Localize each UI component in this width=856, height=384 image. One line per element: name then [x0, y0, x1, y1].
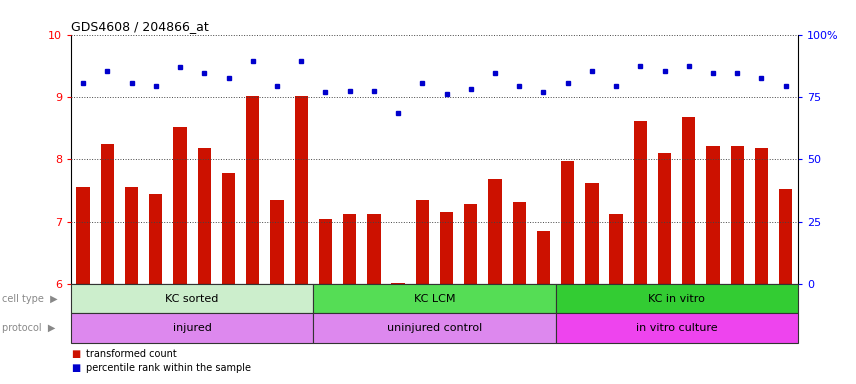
- Bar: [222, 173, 235, 284]
- Text: KC in vitro: KC in vitro: [648, 294, 705, 304]
- Text: transformed count: transformed count: [86, 349, 177, 359]
- Bar: [586, 183, 598, 284]
- Bar: [294, 96, 308, 284]
- Bar: [556, 313, 798, 343]
- Bar: [391, 283, 405, 284]
- Bar: [633, 121, 647, 284]
- Text: ■: ■: [71, 363, 80, 373]
- Bar: [730, 146, 744, 284]
- Text: KC sorted: KC sorted: [165, 294, 219, 304]
- Text: percentile rank within the sample: percentile rank within the sample: [86, 363, 252, 373]
- Text: in vitro culture: in vitro culture: [636, 323, 717, 333]
- Bar: [682, 117, 695, 284]
- Bar: [537, 231, 550, 284]
- Bar: [174, 127, 187, 284]
- Bar: [609, 214, 623, 284]
- Bar: [318, 218, 332, 284]
- Text: uninjured control: uninjured control: [387, 323, 482, 333]
- Bar: [101, 144, 114, 284]
- Bar: [246, 96, 259, 284]
- Bar: [488, 179, 502, 284]
- Bar: [71, 313, 313, 343]
- Bar: [149, 194, 163, 284]
- Text: cell type  ▶: cell type ▶: [2, 294, 57, 304]
- Bar: [71, 284, 313, 313]
- Bar: [513, 202, 526, 284]
- Bar: [367, 214, 381, 284]
- Bar: [313, 313, 556, 343]
- Bar: [464, 204, 478, 284]
- Bar: [76, 187, 90, 284]
- Bar: [313, 284, 556, 313]
- Text: GDS4608 / 204866_at: GDS4608 / 204866_at: [71, 20, 209, 33]
- Bar: [556, 284, 798, 313]
- Bar: [561, 161, 574, 284]
- Text: protocol  ▶: protocol ▶: [2, 323, 55, 333]
- Bar: [440, 212, 453, 284]
- Text: KC LCM: KC LCM: [413, 294, 455, 304]
- Bar: [658, 153, 671, 284]
- Bar: [198, 148, 211, 284]
- Bar: [416, 200, 429, 284]
- Bar: [755, 148, 768, 284]
- Bar: [125, 187, 139, 284]
- Bar: [779, 189, 793, 284]
- Bar: [270, 200, 283, 284]
- Bar: [706, 146, 720, 284]
- Text: injured: injured: [173, 323, 211, 333]
- Text: ■: ■: [71, 349, 80, 359]
- Bar: [343, 214, 356, 284]
